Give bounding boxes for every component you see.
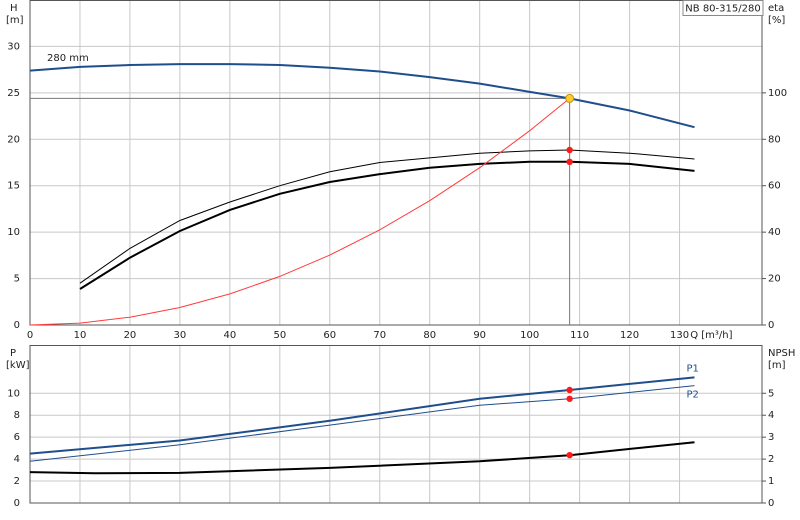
y-tick-label: 6	[14, 432, 20, 443]
y-tick-label: 4	[14, 454, 20, 465]
series-line	[29, 63, 695, 129]
y2-tick-label: 0	[768, 498, 774, 509]
y2-axis-unit: [%]	[768, 15, 785, 26]
y2-tick-label: 40	[768, 227, 781, 238]
x-tick-label: 60	[323, 330, 336, 341]
x-tick-label: 130	[670, 330, 689, 341]
plot-frame	[29, 0, 763, 326]
y-tick-label: 25	[7, 88, 20, 99]
y-axis-label: H	[10, 3, 18, 14]
x-axis-label: Q [m³/h]	[690, 330, 732, 341]
x-tick-label: 80	[423, 330, 436, 341]
y-axis-label: P	[10, 348, 16, 359]
y2-tick-label: 4	[768, 410, 774, 421]
y2-tick-label: 100	[768, 88, 787, 99]
x-tick-label: 40	[223, 330, 236, 341]
x-tick-label: 110	[570, 330, 589, 341]
series-line	[29, 376, 695, 455]
y2-axis-label: eta	[768, 3, 784, 14]
duty-point	[566, 146, 573, 154]
id-box	[682, 0, 764, 16]
duty-point	[566, 395, 573, 402]
duty-point	[566, 451, 573, 459]
y-tick-label: 2	[14, 476, 20, 487]
y-tick-label: 10	[7, 388, 20, 399]
x-tick-label: 70	[373, 330, 386, 341]
duty-point	[566, 386, 573, 394]
series-label: P2	[687, 390, 699, 401]
series-line	[29, 385, 695, 462]
x-tick-label: 10	[74, 330, 87, 341]
y2-axis-label: NPSH	[768, 348, 795, 359]
plot-frame	[29, 345, 763, 504]
y2-tick-label: 60	[768, 181, 781, 192]
y2-tick-label: 2	[768, 454, 774, 465]
x-tick-label: 20	[124, 330, 137, 341]
y-axis-unit: [m]	[6, 15, 24, 26]
duty-point	[565, 93, 575, 103]
y2-tick-label: 3	[768, 432, 774, 443]
series-label: P1	[687, 363, 699, 374]
y2-axis-unit: [m]	[768, 360, 786, 371]
y-tick-label: 20	[7, 134, 20, 145]
y2-tick-label: 80	[768, 134, 781, 145]
id-label: NB 80-315/280	[685, 4, 760, 15]
y-tick-label: 5	[14, 274, 20, 285]
x-tick-label: 120	[620, 330, 639, 341]
x-tick-label: 50	[273, 330, 286, 341]
x-tick-label: 90	[473, 330, 486, 341]
y-tick-label: 8	[14, 410, 20, 421]
y2-tick-label: 5	[768, 388, 774, 399]
y-tick-label: 0	[14, 320, 20, 331]
x-tick-label: 30	[174, 330, 187, 341]
duty-point	[566, 158, 573, 166]
y-tick-label: 10	[7, 227, 20, 238]
series-label: 280 mm	[47, 53, 89, 64]
series-line	[29, 98, 570, 326]
y-tick-label: 30	[7, 41, 20, 52]
x-tick-label: 100	[520, 330, 539, 341]
y-tick-label: 15	[7, 181, 20, 192]
y2-tick-label: 20	[768, 274, 781, 285]
x-tick-label: 0	[27, 330, 33, 341]
y2-tick-label: 1	[768, 476, 774, 487]
y-axis-unit: [kW]	[6, 360, 30, 371]
y2-tick-label: 0	[768, 320, 774, 331]
y-tick-label: 0	[14, 498, 20, 509]
